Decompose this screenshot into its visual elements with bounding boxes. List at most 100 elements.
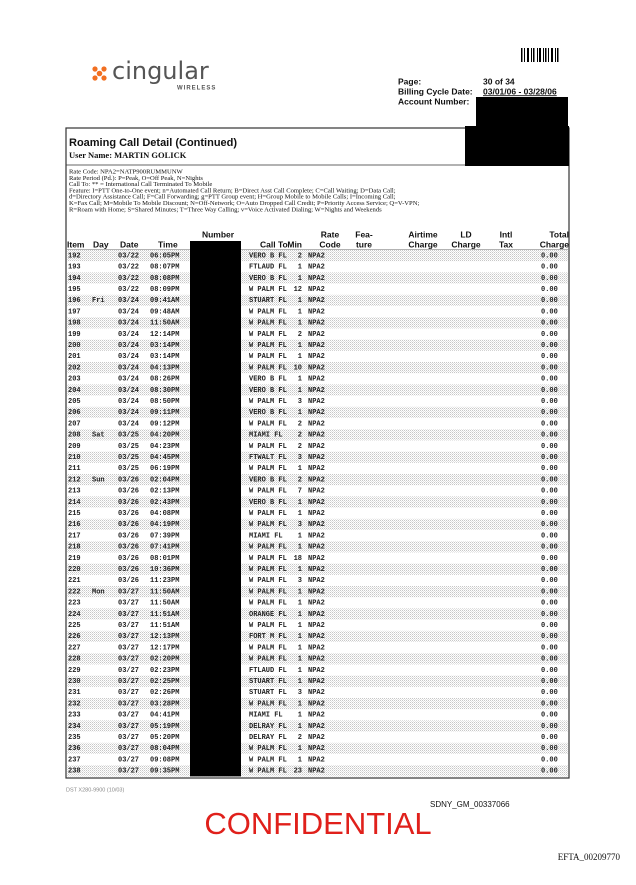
call-to: FTLAUD FL [249, 264, 287, 272]
date: 03/27 [118, 756, 139, 764]
item: 209 [68, 443, 81, 451]
minutes: 12 [294, 286, 302, 294]
column-header: Min [287, 239, 302, 249]
legend-line: K=Fax Call; M=Mobile To Mobile Discount;… [69, 200, 419, 207]
call-to: VERO B FL [249, 252, 287, 260]
call-to: FTWALT FL [249, 454, 287, 462]
minutes: 2 [298, 432, 302, 440]
date: 03/25 [118, 465, 139, 473]
call-to: W PALM FL [249, 342, 287, 350]
efta-number: EFTA_00209770 [558, 852, 621, 862]
rate-code: NPA2 [308, 622, 325, 630]
item: 198 [68, 320, 81, 328]
call-to: W PALM FL [249, 465, 287, 473]
date: 03/27 [118, 644, 139, 652]
item: 197 [68, 308, 81, 316]
total-charge: 0.00 [541, 264, 558, 272]
time: 08:50PM [150, 398, 179, 406]
date: 03/27 [118, 600, 139, 608]
date: 03/26 [118, 577, 139, 585]
row-shade [67, 272, 568, 284]
date: 03/26 [118, 566, 139, 574]
rate-code: NPA2 [308, 264, 325, 272]
row-shade [67, 653, 568, 665]
date: 03/27 [118, 667, 139, 675]
total-charge: 0.00 [541, 454, 558, 462]
time: 04:19PM [150, 521, 179, 529]
minutes: 1 [298, 465, 302, 473]
minutes: 7 [298, 488, 302, 496]
rate-code: NPA2 [308, 308, 325, 316]
call-to: W PALM FL [249, 577, 287, 585]
item: 230 [68, 678, 81, 686]
rate-code: NPA2 [308, 734, 325, 742]
legend-line: Call To: ** = International Call Termina… [69, 181, 212, 188]
redaction [190, 241, 241, 777]
time: 02:20PM [150, 656, 179, 664]
call-to: W PALM FL [249, 353, 287, 361]
total-charge: 0.00 [541, 465, 558, 473]
time: 08:08PM [150, 275, 179, 283]
minutes: 1 [298, 297, 302, 305]
date: 03/24 [118, 364, 139, 372]
total-charge: 0.00 [541, 644, 558, 652]
row-shade [67, 339, 568, 351]
minutes: 1 [298, 678, 302, 686]
time: 04:08PM [150, 510, 179, 518]
date: 03/26 [118, 499, 139, 507]
minutes: 1 [298, 499, 302, 507]
call-to: MIAMI FL [249, 432, 283, 440]
call-to: W PALM FL [249, 521, 287, 529]
call-to: DELRAY FL [249, 734, 287, 742]
minutes: 2 [298, 476, 302, 484]
item: 206 [68, 409, 81, 417]
total-charge: 0.00 [541, 499, 558, 507]
minutes: 1 [298, 588, 302, 596]
time: 04:45PM [150, 454, 179, 462]
total-charge: 0.00 [541, 320, 558, 328]
date: 03/27 [118, 712, 139, 720]
time: 09:41AM [150, 297, 179, 305]
rate-code: NPA2 [308, 566, 325, 574]
call-to: W PALM FL [249, 768, 287, 776]
date: 03/24 [118, 308, 139, 316]
call-table: ItemDayDateTimeNumberCalledCall ToMinRat… [67, 229, 569, 777]
rate-code: NPA2 [308, 768, 325, 776]
rate-code: NPA2 [308, 544, 325, 552]
item: 222 [68, 588, 81, 596]
row-shade [67, 429, 568, 441]
rate-code: NPA2 [308, 398, 325, 406]
total-charge: 0.00 [541, 476, 558, 484]
time: 02:26PM [150, 689, 179, 697]
call-to: STUART FL [249, 689, 287, 697]
time: 08:26PM [150, 376, 179, 384]
rate-code: NPA2 [308, 532, 325, 540]
call-to: FORT M FL [249, 633, 287, 641]
minutes: 2 [298, 443, 302, 451]
call-to: W PALM FL [249, 756, 287, 764]
minutes: 2 [298, 420, 302, 428]
total-charge: 0.00 [541, 633, 558, 641]
rate-code: NPA2 [308, 443, 325, 451]
total-charge: 0.00 [541, 678, 558, 686]
section-title: Roaming Call Detail (Continued) [69, 137, 237, 149]
confidential-stamp: CONFIDENTIAL [204, 806, 431, 841]
page-value: 30 of 34 [483, 76, 515, 86]
time: 08:09PM [150, 286, 179, 294]
row-shade [67, 474, 568, 486]
rate-code: NPA2 [308, 712, 325, 720]
date: 03/27 [118, 588, 139, 596]
page-label: Page: [398, 76, 421, 86]
redaction [465, 126, 569, 166]
column-header: Charge [408, 239, 438, 249]
legend-line: R=Roam with Home; S=Shared Minutes; T=Th… [69, 206, 382, 213]
minutes: 1 [298, 667, 302, 675]
time: 06:05PM [150, 252, 179, 260]
time: 09:48AM [150, 308, 179, 316]
total-charge: 0.00 [541, 544, 558, 552]
minutes: 1 [298, 633, 302, 641]
minutes: 2 [298, 734, 302, 742]
item: 196 [68, 297, 81, 305]
rate-code: NPA2 [308, 611, 325, 619]
column-header: Code [319, 239, 341, 249]
